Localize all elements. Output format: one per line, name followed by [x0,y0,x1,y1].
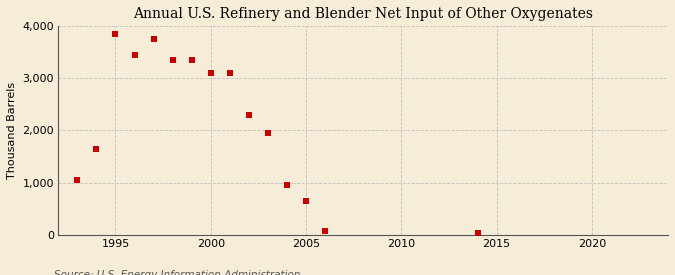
Point [281,183,292,187]
Point [148,37,159,42]
Y-axis label: Thousand Barrels: Thousand Barrels [7,82,17,179]
Point [110,32,121,36]
Point [300,199,311,203]
Point [244,113,254,117]
Text: Source: U.S. Energy Information Administration: Source: U.S. Energy Information Administ… [54,271,300,275]
Point [186,58,197,62]
Title: Annual U.S. Refinery and Blender Net Input of Other Oxygenates: Annual U.S. Refinery and Blender Net Inp… [133,7,593,21]
Point [205,71,216,75]
Point [129,53,140,57]
Point [72,178,83,182]
Point [472,231,483,235]
Point [167,58,178,62]
Point [224,71,235,75]
Point [91,147,102,151]
Point [263,131,273,135]
Point [320,229,331,233]
